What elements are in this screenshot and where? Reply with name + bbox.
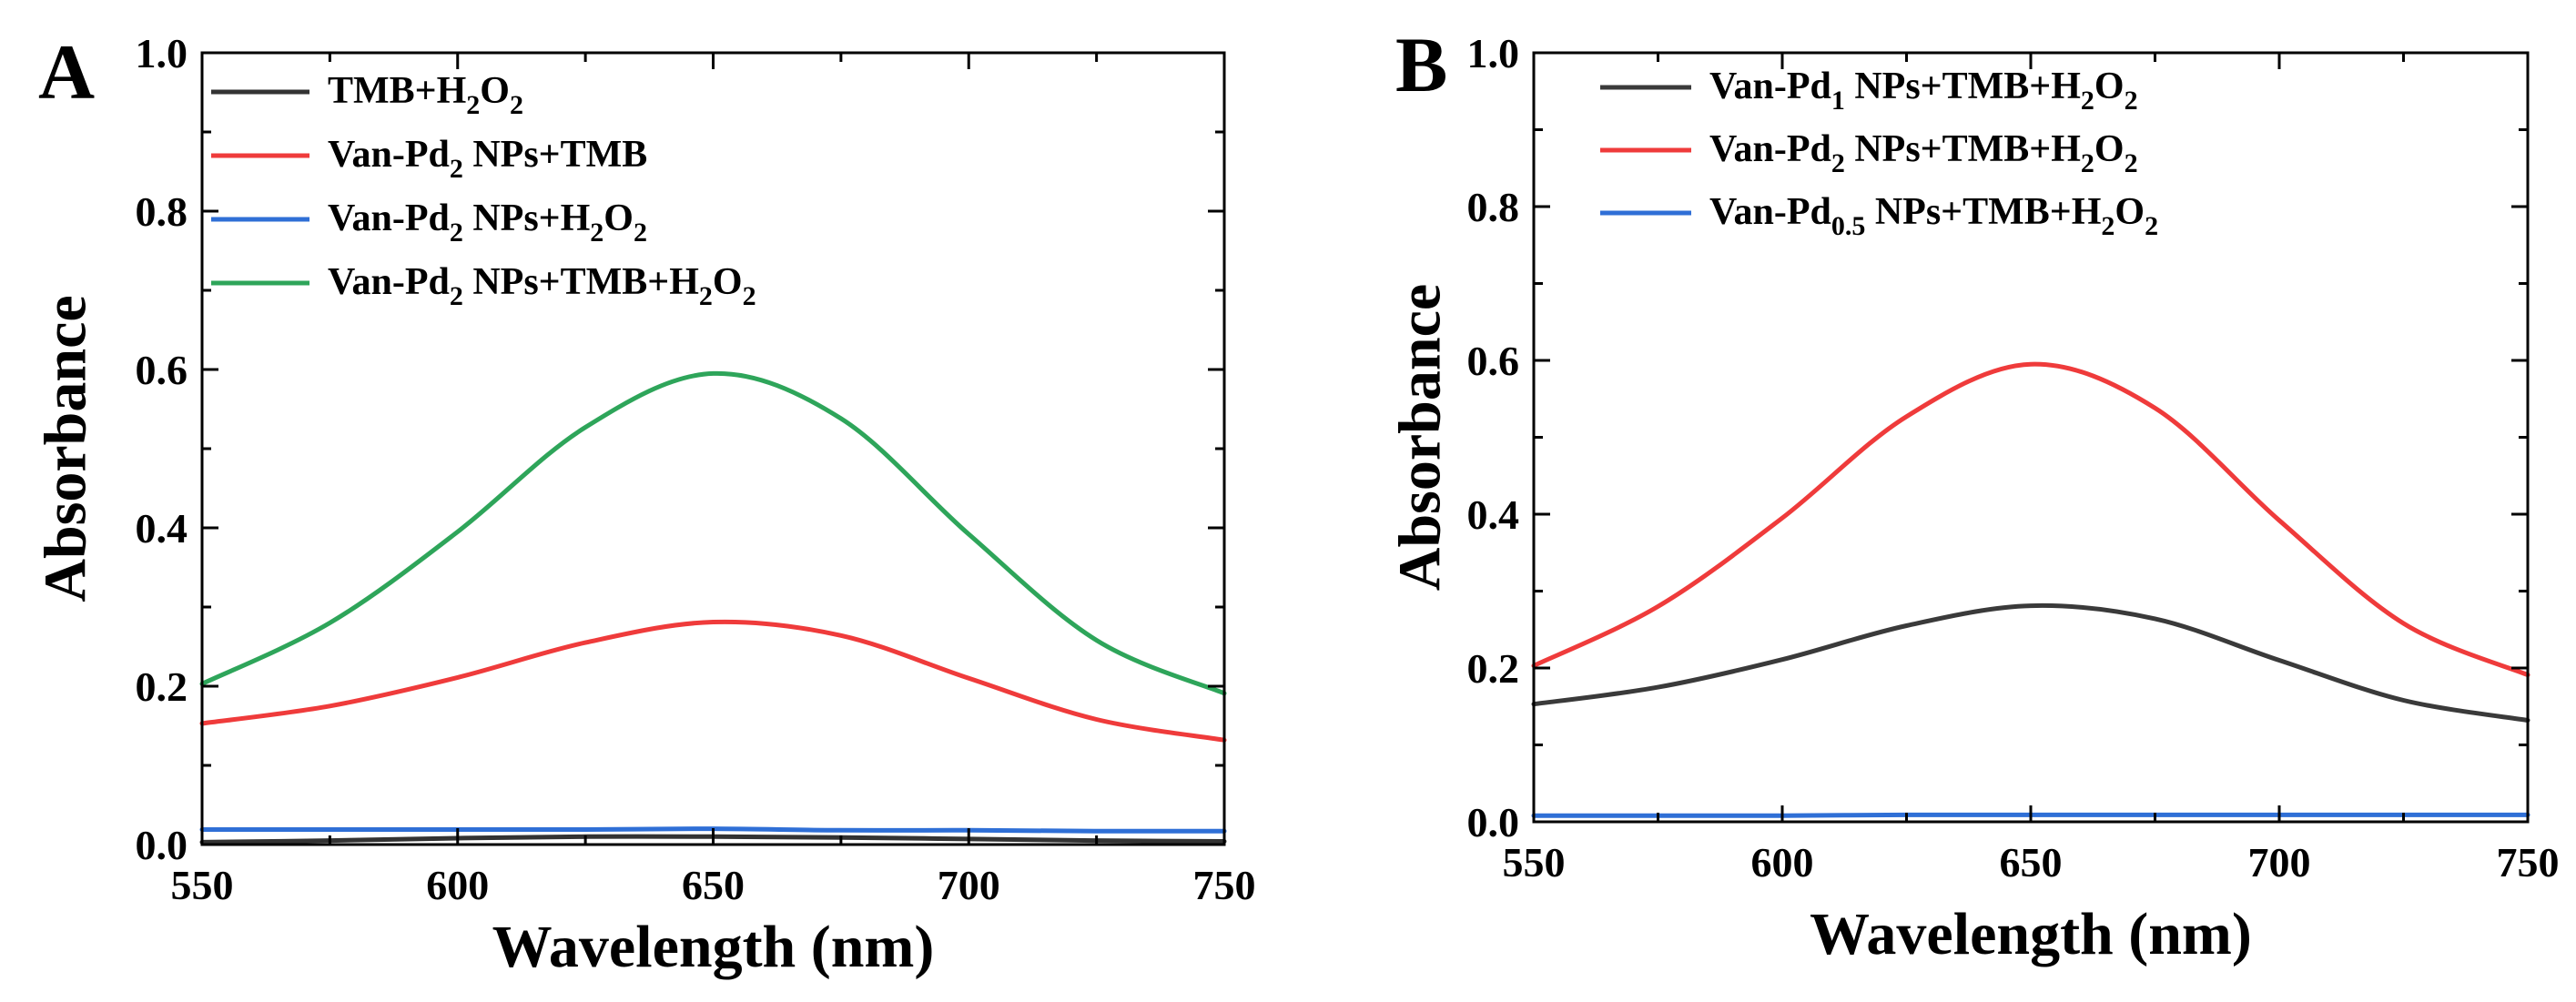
x-tick-label: 650 bbox=[2000, 839, 2063, 886]
legend-subscript: 2 bbox=[1831, 148, 1845, 178]
y-tick-label: 0.4 bbox=[136, 505, 188, 552]
panel-a: A 550 600 650 700 750 0.0 0.2 0.4 0.6 0.8 1.0 Wavele… bbox=[33, 28, 1256, 980]
legend-subscript: 2 bbox=[2125, 86, 2138, 116]
legend-text-part: O bbox=[480, 70, 510, 112]
legend-subscript: 2 bbox=[2081, 148, 2094, 178]
legend-text-part: Van-Pd bbox=[1709, 191, 1831, 233]
legend-subscript: 2 bbox=[510, 90, 523, 120]
legend-text-part: NPs+TMB+H bbox=[1865, 191, 2101, 233]
y-tick-label: 1.0 bbox=[1467, 30, 1520, 76]
legend-subscript: 2 bbox=[634, 218, 647, 248]
x-tick-label: 650 bbox=[682, 862, 745, 908]
legend-label: Van-Pd1 NPs+TMB+H2O2 bbox=[1709, 66, 2138, 116]
x-tick-label: 750 bbox=[1193, 862, 1256, 908]
series-group bbox=[1531, 361, 2530, 818]
y-tick-label: 0.2 bbox=[136, 663, 188, 710]
legend-subscript: 0.5 bbox=[1831, 211, 1866, 241]
legend-text-part: NPs+TMB+H bbox=[1845, 128, 2081, 170]
legend-text-part: Van-Pd bbox=[328, 261, 450, 303]
series-line-0 bbox=[1531, 602, 2530, 723]
legend-subscript: 2 bbox=[2081, 86, 2094, 116]
legend-label: Van-Pd2 NPs+TMB bbox=[328, 134, 647, 184]
legend-subscript: 2 bbox=[466, 90, 480, 120]
panel-b: B 550 600 650 700 750 0.0 0.2 0.4 0.6 0.8 1.0 Wavele… bbox=[1387, 21, 2560, 967]
legend-label: TMB+H2O2 bbox=[328, 70, 523, 120]
x-tick-label: 700 bbox=[938, 862, 1000, 908]
legend-text-part: O bbox=[713, 261, 743, 303]
panel-letter-b: B bbox=[1395, 21, 1447, 108]
legend-subscript: 2 bbox=[590, 218, 603, 248]
series-group bbox=[199, 370, 1227, 845]
legend-subscript: 1 bbox=[1831, 86, 1845, 116]
y-tick-label: 0.8 bbox=[1467, 184, 1520, 230]
legend-text-part: O bbox=[2094, 66, 2125, 107]
y-axis-title: Absorbance bbox=[1387, 284, 1454, 591]
panel-letter-a: A bbox=[38, 28, 95, 116]
x-axis-title: Wavelength (nm) bbox=[492, 914, 935, 980]
legend-text-part: Van-Pd bbox=[1709, 66, 1831, 107]
y-tick-label: 0.0 bbox=[136, 822, 188, 868]
legend-text-part: NPs+TMB+H bbox=[1845, 66, 2081, 107]
legend-text-part: NPs+TMB bbox=[463, 134, 647, 176]
legend-subscript: 2 bbox=[2145, 211, 2158, 241]
x-tick-label: 550 bbox=[171, 862, 234, 908]
y-tick-label: 0.6 bbox=[136, 347, 188, 393]
legend-text-part: O bbox=[603, 197, 634, 239]
legend-text-part: Van-Pd bbox=[1709, 128, 1831, 170]
y-axis-title: Absorbance bbox=[33, 295, 99, 602]
x-tick-label: 750 bbox=[2497, 839, 2560, 886]
legend-subscript: 2 bbox=[2125, 148, 2138, 178]
legend-text-part: O bbox=[2094, 128, 2125, 170]
legend-subscript: 2 bbox=[450, 281, 463, 311]
legend-subscript: 2 bbox=[2101, 211, 2115, 241]
legend-label: Van-Pd0.5 NPs+TMB+H2O2 bbox=[1709, 191, 2158, 241]
y-tick-label: 0.6 bbox=[1467, 338, 1520, 384]
y-tick-label: 0.8 bbox=[136, 188, 188, 235]
series-line-1 bbox=[199, 619, 1227, 743]
x-tick-label: 600 bbox=[1751, 839, 1814, 886]
legend-label: Van-Pd2 NPs+TMB+H2O2 bbox=[328, 261, 756, 311]
x-tick-label: 600 bbox=[426, 862, 489, 908]
x-tick-label: 550 bbox=[1503, 839, 1566, 886]
legend-text-part: Van-Pd bbox=[328, 134, 450, 176]
y-tick-label: 0.0 bbox=[1467, 799, 1520, 845]
y-tick-label: 0.2 bbox=[1467, 645, 1520, 692]
x-axis-title: Wavelength (nm) bbox=[1810, 901, 2252, 967]
legend-text-part: TMB+H bbox=[328, 70, 466, 112]
legend-subscript: 2 bbox=[699, 281, 713, 311]
legend-text-part: O bbox=[2115, 191, 2145, 233]
x-tick-label: 700 bbox=[2248, 839, 2311, 886]
series-line-3 bbox=[199, 370, 1227, 696]
legend-label: Van-Pd2 NPs+H2O2 bbox=[328, 197, 647, 248]
legend-text-part: NPs+H bbox=[463, 197, 590, 239]
y-tick-label: 0.4 bbox=[1467, 491, 1520, 538]
series-line-1 bbox=[1531, 361, 2530, 678]
legend-subscript: 2 bbox=[450, 218, 463, 248]
legend-label: Van-Pd2 NPs+TMB+H2O2 bbox=[1709, 128, 2138, 178]
y-tick-label: 1.0 bbox=[136, 30, 188, 76]
legend-text-part: Van-Pd bbox=[328, 197, 450, 239]
legend-subscript: 2 bbox=[743, 281, 756, 311]
legend-subscript: 2 bbox=[450, 154, 463, 184]
legend-text-part: NPs+TMB+H bbox=[463, 261, 699, 303]
